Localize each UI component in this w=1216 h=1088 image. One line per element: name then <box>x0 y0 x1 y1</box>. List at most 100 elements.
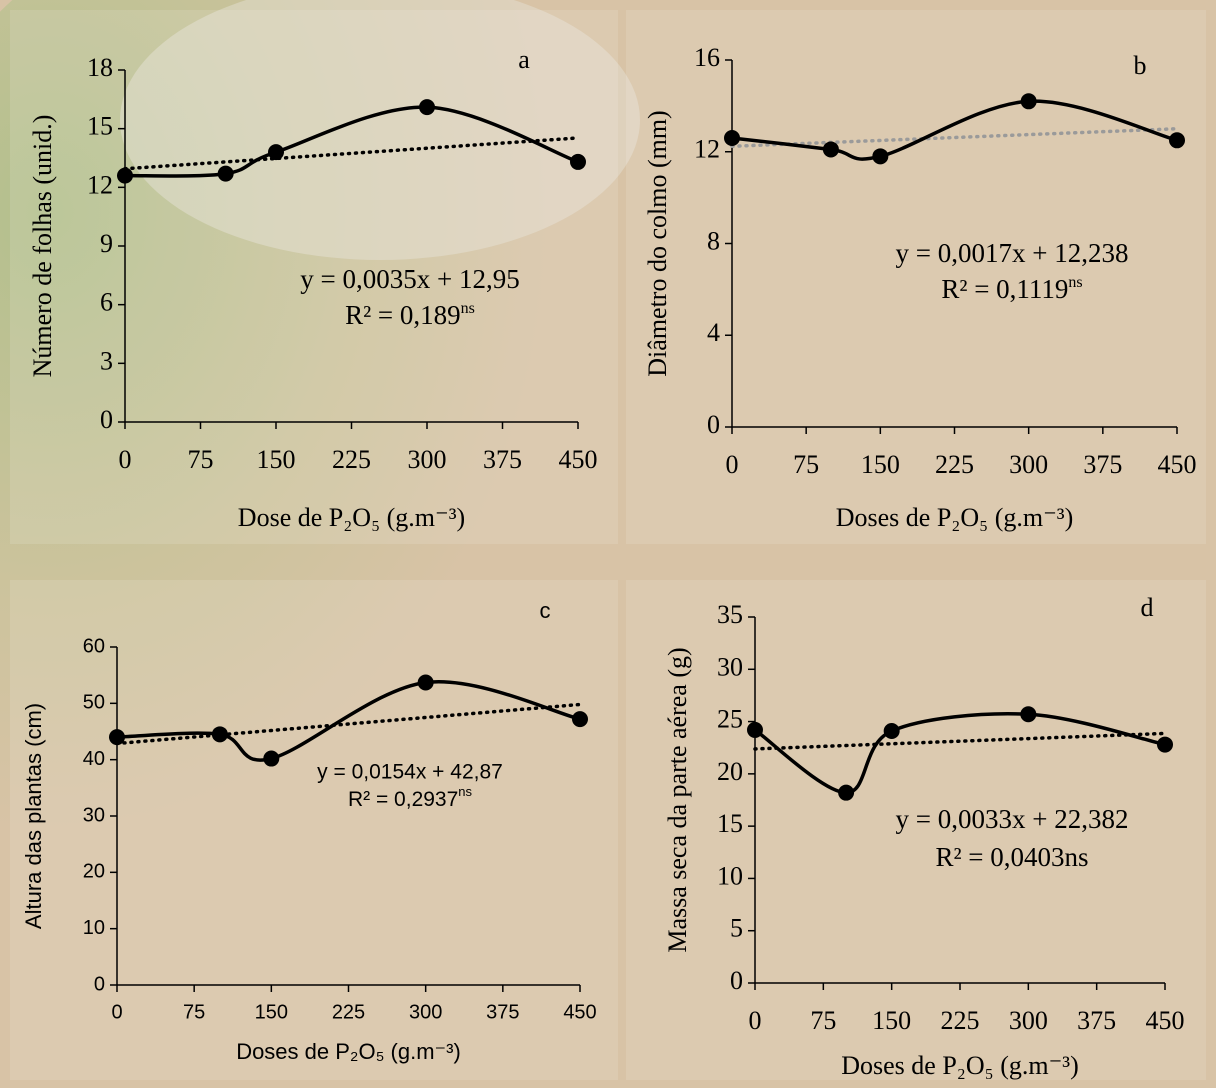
y-tick-label: 20 <box>717 757 743 786</box>
y-tick-label: 60 <box>83 635 105 657</box>
r-squared-value: R² = 0,1119 <box>941 274 1068 304</box>
r-squared-value: R² = 0,189 <box>345 300 461 330</box>
y-tick-label: 30 <box>83 804 105 826</box>
page: 0369121518075150225300375450Número de fo… <box>0 0 1216 1088</box>
equation: y = 0,0035x + 12,95 <box>300 264 519 294</box>
panel-label: b <box>1134 51 1147 80</box>
significance-note: ns <box>1068 274 1082 291</box>
x-tick-label: 450 <box>563 1001 596 1023</box>
data-point <box>419 99 435 115</box>
y-axis-label: Número de folhas (unid.) <box>28 115 57 378</box>
y-tick-label: 9 <box>100 229 113 258</box>
panel-label: d <box>1141 593 1154 622</box>
x-tick-label: 75 <box>188 445 214 474</box>
x-tick-label: 0 <box>749 1006 762 1035</box>
y-tick-label: 20 <box>83 861 105 883</box>
x-tick-label: 150 <box>257 445 296 474</box>
y-tick-label: 0 <box>730 966 743 995</box>
y-tick-label: 3 <box>100 346 113 375</box>
y-tick-label: 0 <box>707 410 720 439</box>
data-point <box>263 751 279 767</box>
y-tick-label: 0 <box>94 973 105 995</box>
y-tick-label: 35 <box>717 600 743 629</box>
y-tick-label: 10 <box>717 861 743 890</box>
data-point <box>218 166 234 182</box>
data-point <box>1020 706 1036 722</box>
data-point <box>268 144 284 160</box>
y-tick-label: 15 <box>87 112 113 141</box>
data-point <box>117 168 133 184</box>
equation: y = 0,0154x + 42,87 <box>317 761 503 784</box>
x-tick-label: 450 <box>1158 450 1197 479</box>
r-squared: R² = 0,189ns <box>345 300 475 330</box>
data-point <box>572 711 588 727</box>
y-axis-label: Diâmetro do colmo (mm) <box>643 110 672 376</box>
x-tick-label: 150 <box>872 1006 911 1035</box>
r-squared: R² = 0,1119ns <box>941 274 1082 304</box>
x-tick-label: 375 <box>486 1001 519 1023</box>
x-tick-label: 450 <box>559 445 598 474</box>
equation: y = 0,0017x + 12,238 <box>896 238 1129 268</box>
x-tick-label: 0 <box>726 450 739 479</box>
y-tick-label: 8 <box>707 226 720 255</box>
y-tick-label: 0 <box>100 405 113 434</box>
x-tick-label: 75 <box>183 1001 205 1023</box>
x-tick-label: 375 <box>1083 450 1122 479</box>
data-point <box>747 722 763 738</box>
x-tick-label: 300 <box>1009 450 1048 479</box>
y-axis-label: Altura das plantas (cm) <box>21 703 46 929</box>
r-squared-value: R² = 0,0403ns <box>935 842 1088 872</box>
x-tick-label: 300 <box>408 445 447 474</box>
y-tick-label: 12 <box>87 170 113 199</box>
data-point <box>1169 132 1185 148</box>
data-point <box>823 141 839 157</box>
y-tick-label: 5 <box>730 914 743 943</box>
x-axis-label: Doses de P₂O₅ (g.m⁻³) <box>836 503 1074 532</box>
x-tick-label: 0 <box>111 1001 122 1023</box>
y-tick-label: 16 <box>694 43 720 72</box>
x-tick-label: 300 <box>1009 1006 1048 1035</box>
data-point <box>570 154 586 170</box>
panel-label: c <box>540 598 551 623</box>
x-tick-label: 300 <box>409 1001 442 1023</box>
y-tick-label: 30 <box>717 652 743 681</box>
significance-note: ns <box>461 300 475 317</box>
y-tick-label: 50 <box>83 692 105 714</box>
r-squared: R² = 0,2937ns <box>348 784 473 811</box>
x-tick-label: 225 <box>332 445 371 474</box>
y-tick-label: 10 <box>83 917 105 939</box>
x-axis-label: Doses de P₂O₅ (g.m⁻³) <box>841 1051 1079 1080</box>
figure: 0369121518075150225300375450Número de fo… <box>0 0 1216 1088</box>
x-tick-label: 375 <box>1077 1006 1116 1035</box>
r-squared: R² = 0,0403ns <box>935 842 1088 872</box>
r-squared-value: R² = 0,2937 <box>348 788 458 811</box>
data-point <box>724 130 740 146</box>
y-tick-label: 25 <box>717 705 743 734</box>
x-tick-label: 225 <box>941 1006 980 1035</box>
y-axis-label: Massa seca da parte aérea (g) <box>663 647 692 952</box>
data-point <box>1157 737 1173 753</box>
y-tick-label: 18 <box>87 53 113 82</box>
x-axis-label: Doses de P₂O₅ (g.m⁻³) <box>236 1039 461 1064</box>
x-tick-label: 225 <box>332 1001 365 1023</box>
significance-note: ns <box>458 784 472 799</box>
x-tick-label: 150 <box>861 450 900 479</box>
y-tick-label: 4 <box>707 318 720 347</box>
x-tick-label: 375 <box>483 445 522 474</box>
data-point <box>838 785 854 801</box>
x-tick-label: 75 <box>810 1006 836 1035</box>
panel-label: a <box>518 45 530 74</box>
data-point <box>1021 93 1037 109</box>
y-tick-label: 40 <box>83 748 105 770</box>
y-tick-label: 6 <box>100 288 113 317</box>
x-axis-label: Dose de P₂O₅ (g.m⁻³) <box>238 503 465 532</box>
x-tick-label: 450 <box>1146 1006 1185 1035</box>
y-tick-label: 12 <box>694 135 720 164</box>
equation: y = 0,0033x + 22,382 <box>896 804 1129 834</box>
x-tick-label: 0 <box>119 445 132 474</box>
data-point <box>212 726 228 742</box>
data-point <box>884 723 900 739</box>
x-tick-label: 75 <box>793 450 819 479</box>
data-point <box>872 148 888 164</box>
data-point <box>109 729 125 745</box>
